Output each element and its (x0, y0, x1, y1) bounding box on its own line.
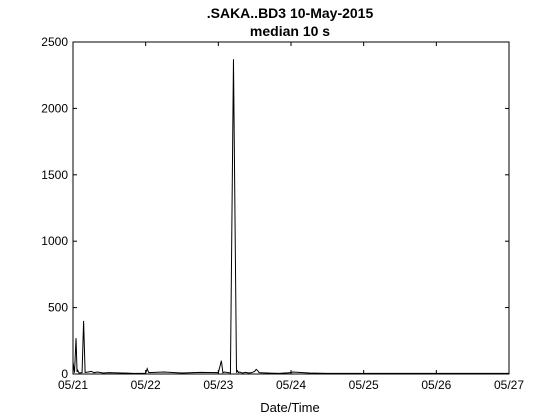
x-axis-label: Date/Time (260, 400, 319, 415)
x-tick-label: 05/23 (203, 378, 233, 392)
x-tick-label: 05/26 (421, 378, 451, 392)
y-tick-label: 2500 (41, 35, 68, 49)
y-tick-label: 0 (61, 367, 68, 381)
plot-area (72, 41, 510, 375)
y-tick-label: 500 (48, 301, 68, 315)
y-axis: 0 500 1000 1500 2000 2500 (41, 35, 509, 381)
chart-subtitle: median 10 s (250, 23, 330, 39)
y-tick-label: 1000 (41, 234, 68, 248)
x-axis: 05/21 05/22 05/23 05/24 05/25 05/26 05/27 (58, 42, 524, 392)
series-layer (72, 59, 509, 374)
x-tick-label: 05/22 (131, 378, 161, 392)
x-tick-label: 05/25 (349, 378, 379, 392)
chart-title: .SAKA..BD3 10-May-2015 (207, 5, 374, 21)
x-tick-label: 05/21 (58, 378, 88, 392)
y-tick-label: 1500 (41, 168, 68, 182)
y-tick-label: 2000 (41, 101, 68, 115)
x-tick-label: 05/24 (276, 378, 306, 392)
x-tick-label: 05/27 (494, 378, 524, 392)
series-line-0 (72, 59, 509, 374)
